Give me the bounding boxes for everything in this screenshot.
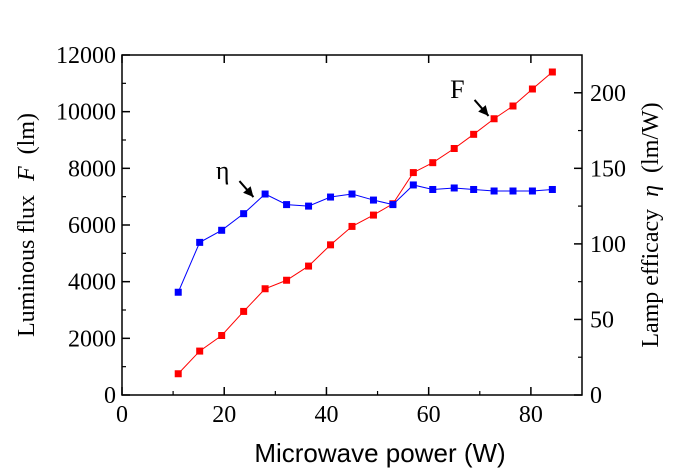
annotation-eta-arrow-head (243, 186, 254, 198)
x-tick-label: 80 (519, 402, 543, 428)
right-y-tick-label: 150 (590, 156, 626, 182)
efficacy-data-point (490, 187, 498, 195)
flux-data-point (283, 276, 291, 284)
right-y-axis-ticks: 0 50 100 150 200 (574, 81, 626, 409)
flux-data-point (240, 307, 248, 315)
right-y-axis-label-symbol: η (638, 185, 664, 197)
flux-data-point (509, 102, 517, 110)
right-y-axis-label-unit: (lm/W) (638, 102, 664, 173)
flux-data-point (196, 347, 204, 355)
right-y-tick-label: 50 (590, 307, 614, 333)
flux-data-point (369, 211, 377, 219)
annotation-eta-label: η (216, 156, 230, 185)
flux-data-point (327, 241, 335, 249)
flux-data-point (429, 159, 437, 167)
efficacy-data-point (327, 193, 335, 201)
right-y-axis-label-text: Lamp efficacy (638, 209, 664, 348)
left-y-tick-label: 0 (104, 383, 116, 409)
flux-data-point (348, 222, 356, 230)
x-tick-label: 40 (314, 402, 338, 428)
flux-data-point (305, 262, 313, 270)
efficacy-data-point (528, 187, 536, 195)
x-axis-ticks: 0 20 40 60 80 (116, 55, 543, 428)
efficacy-data-point (218, 226, 226, 234)
left-y-axis-label: Luminous flux F (lm) (14, 113, 40, 337)
left-y-tick-label: 6000 (68, 213, 116, 239)
efficacy-data-point (509, 187, 517, 195)
efficacy-data-point (283, 201, 291, 209)
efficacy-data-point (305, 202, 313, 210)
left-y-tick-label: 2000 (68, 326, 116, 352)
x-axis-label: Microwave power (W) (254, 438, 505, 468)
flux-data-point (218, 332, 226, 339)
right-y-tick-label: 100 (590, 232, 626, 258)
x-tick-label: 0 (116, 402, 128, 428)
efficacy-data-point (389, 201, 397, 209)
efficacy-data-point (548, 185, 556, 193)
right-y-axis-label: Lamp efficacy η (lm/W) (638, 102, 664, 347)
efficacy-data-point (240, 210, 248, 218)
left-y-axis-label-text: Luminous flux (14, 195, 40, 337)
flux-data-point (490, 115, 498, 123)
efficacy-data-point (369, 196, 377, 204)
efficacy-series-line (177, 184, 553, 293)
left-y-tick-label: 12000 (56, 43, 116, 69)
left-y-tick-label: 10000 (56, 100, 116, 126)
efficacy-data-point (348, 190, 356, 198)
right-y-tick-label: 0 (590, 383, 602, 409)
flux-data-point (470, 130, 478, 138)
flux-data-point (528, 85, 536, 93)
efficacy-data-point (409, 181, 417, 189)
x-tick-label: 60 (417, 402, 441, 428)
efficacy-data-point (429, 185, 437, 193)
flux-data-point (450, 145, 458, 152)
left-y-axis-ticks: 0 2000 4000 6000 8000 10000 12000 (56, 43, 130, 409)
flux-data-point (548, 68, 556, 76)
annotation-layer: ηF (216, 75, 490, 198)
flux-data-point (409, 169, 417, 177)
annotation-f-arrow-head (478, 105, 489, 116)
efficacy-data-point (470, 185, 478, 193)
efficacy-data-point (450, 184, 458, 192)
x-tick-label: 20 (212, 402, 236, 428)
right-y-tick-label: 200 (590, 81, 626, 107)
left-y-tick-label: 8000 (68, 156, 116, 182)
flux-data-point (174, 370, 182, 378)
series-layer (174, 68, 556, 378)
efficacy-data-point (196, 238, 204, 246)
left-y-tick-label: 4000 (68, 270, 116, 296)
efficacy-data-point (174, 288, 182, 296)
flux-data-point (261, 285, 269, 293)
efficacy-data-point (261, 190, 269, 198)
left-y-axis-label-unit: (lm) (14, 113, 40, 154)
left-y-axis-label-symbol: F (14, 166, 40, 182)
annotation-f-label: F (450, 75, 464, 104)
